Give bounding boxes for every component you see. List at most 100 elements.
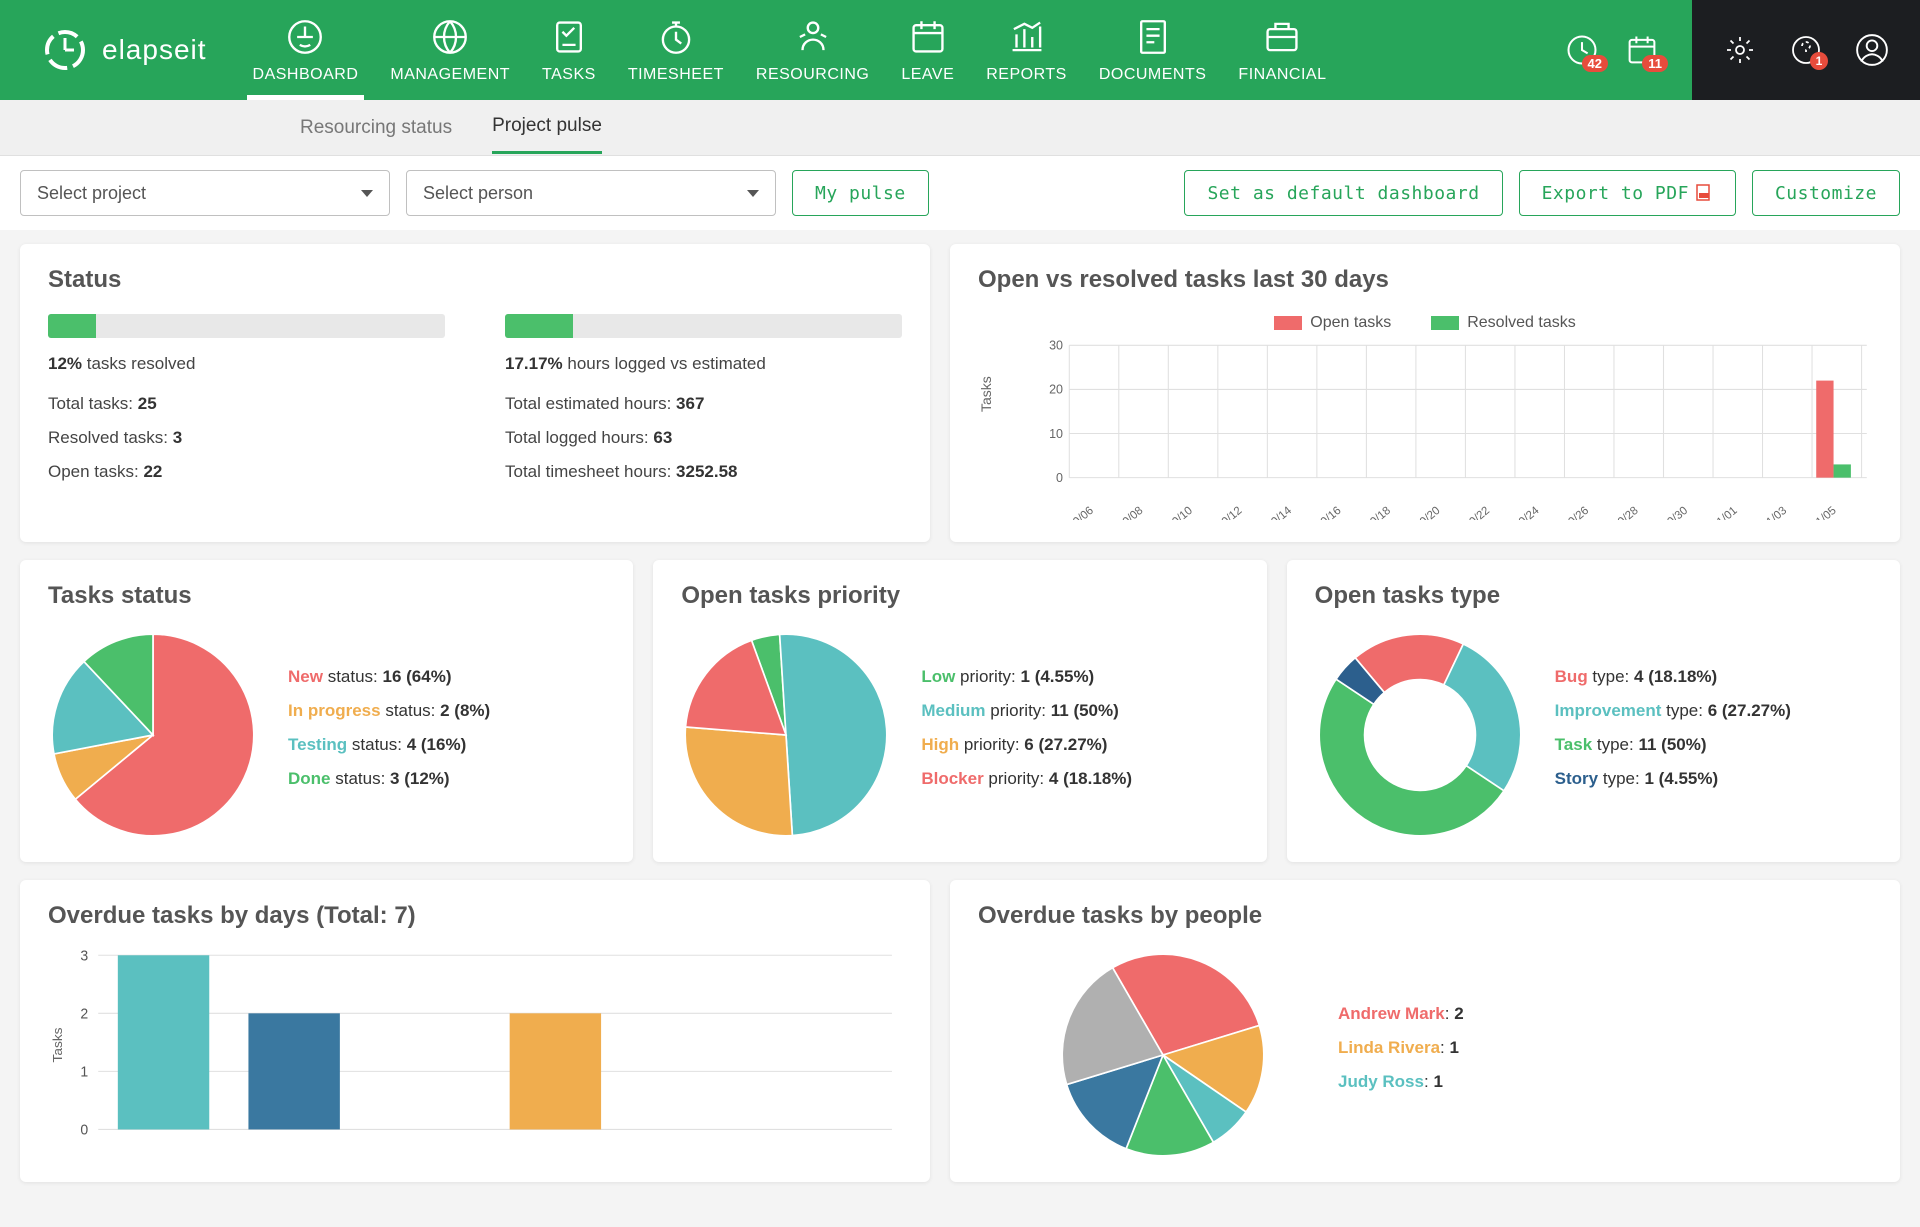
- legend-item: Done status: 3 (12%): [288, 769, 490, 789]
- select-person-label: Select person: [423, 183, 533, 204]
- select-person[interactable]: Select person: [406, 170, 776, 216]
- overdue-people-pie: [1058, 950, 1268, 1160]
- ovr-title: Open vs resolved tasks last 30 days: [978, 266, 1872, 294]
- nav-label: TASKS: [542, 66, 596, 84]
- svg-text:10/10: 10/10: [1165, 505, 1195, 520]
- nav-timesheet[interactable]: TIMESHEET: [612, 0, 740, 100]
- legend-item: Andrew Mark: 2: [1338, 1004, 1464, 1024]
- svg-text:10/06: 10/06: [1066, 505, 1096, 520]
- pending-calendar-icon[interactable]: 11: [1622, 30, 1662, 70]
- settings-icon[interactable]: [1722, 32, 1758, 68]
- legend-item: Improvement type: 6 (27.27%): [1555, 701, 1791, 721]
- open-type-donut: [1315, 630, 1525, 840]
- legend-item: In progress status: 2 (8%): [288, 701, 490, 721]
- nav-reports[interactable]: REPORTS: [970, 0, 1083, 100]
- export-pdf-label: Export to PDF: [1542, 183, 1689, 204]
- nav-documents[interactable]: DOCUMENTS: [1083, 0, 1223, 100]
- open-vs-resolved-card: Open vs resolved tasks last 30 days Open…: [950, 244, 1900, 542]
- nav-tasks[interactable]: TASKS: [526, 0, 612, 100]
- calendar-badge: 11: [1642, 55, 1668, 72]
- chevron-down-icon: [361, 190, 373, 197]
- tasks-status-legend: New status: 16 (64%)In progress status: …: [288, 667, 490, 803]
- filter-bar: Select project Select person My pulse Se…: [0, 156, 1920, 230]
- nav-dashboard[interactable]: DASHBOARD: [237, 0, 375, 100]
- nav-icon: [907, 16, 949, 58]
- ovr-legend: Open tasks Resolved tasks: [978, 314, 1872, 332]
- legend-item: Task type: 11 (50%): [1555, 735, 1791, 755]
- set-default-button[interactable]: Set as default dashboard: [1184, 170, 1502, 216]
- open-type-card: Open tasks type Bug type: 4 (18.18%)Impr…: [1287, 560, 1900, 862]
- nav-label: REPORTS: [986, 66, 1067, 84]
- chevron-down-icon: [747, 190, 759, 197]
- nav-icon: [1132, 16, 1174, 58]
- logo[interactable]: elapseit: [0, 0, 237, 100]
- overdue-people-legend: Andrew Mark: 2 Linda Rivera: 1 Judy Ross: …: [1338, 1004, 1464, 1106]
- open-priority-pie: [681, 630, 891, 840]
- nav-icon: [429, 16, 471, 58]
- svg-text:10/22: 10/22: [1462, 505, 1492, 520]
- status-card: Status 12% tasks resolved Total tasks: 2…: [20, 244, 930, 542]
- legend-item: High priority: 6 (27.27%): [921, 735, 1132, 755]
- svg-text:10/14: 10/14: [1264, 504, 1294, 520]
- nav-label: DOCUMENTS: [1099, 66, 1207, 84]
- nav-leave[interactable]: LEAVE: [885, 0, 970, 100]
- export-pdf-button[interactable]: Export to PDF: [1519, 170, 1736, 216]
- nav-icon: [1006, 16, 1048, 58]
- nav-financial[interactable]: FINANCIAL: [1222, 0, 1342, 100]
- profile-icon[interactable]: [1854, 32, 1890, 68]
- tasks-status-card: Tasks status New status: 16 (64%)In prog…: [20, 560, 633, 862]
- pdf-icon: [1695, 184, 1713, 202]
- help-badge: 1: [1810, 52, 1828, 70]
- select-project[interactable]: Select project: [20, 170, 390, 216]
- svg-text:20: 20: [1049, 383, 1063, 397]
- nav-icon: [792, 16, 834, 58]
- legend-item: Story type: 1 (4.55%): [1555, 769, 1791, 789]
- overdue-days-card: Overdue tasks by days (Total: 7) 0123Tas…: [20, 880, 930, 1182]
- svg-text:10: 10: [1049, 427, 1063, 441]
- pending-clock-icon[interactable]: 42: [1562, 30, 1602, 70]
- status-title: Status: [48, 266, 902, 294]
- open-priority-card: Open tasks priority Low priority: 1 (4.5…: [653, 560, 1266, 862]
- svg-text:3: 3: [80, 950, 88, 965]
- tasks-status-pie: [48, 630, 258, 840]
- nav-right: 42 11 1: [1532, 0, 1920, 100]
- svg-text:10/16: 10/16: [1314, 505, 1344, 520]
- svg-text:10/12: 10/12: [1215, 505, 1245, 520]
- nav-label: RESOURCING: [756, 66, 869, 84]
- subtab-project-pulse[interactable]: Project pulse: [492, 101, 602, 154]
- nav-management[interactable]: MANAGEMENT: [374, 0, 526, 100]
- select-project-label: Select project: [37, 183, 146, 204]
- svg-text:10/26: 10/26: [1562, 505, 1592, 520]
- open-type-legend: Bug type: 4 (18.18%)Improvement type: 6 …: [1555, 667, 1791, 803]
- clock-badge: 42: [1582, 55, 1608, 72]
- nav-label: LEAVE: [901, 66, 954, 84]
- dashboard-content: Status 12% tasks resolved Total tasks: 2…: [0, 230, 1920, 1196]
- hours-progress: [505, 314, 902, 338]
- svg-text:10/08: 10/08: [1116, 505, 1146, 520]
- my-pulse-button[interactable]: My pulse: [792, 170, 929, 216]
- svg-text:10/20: 10/20: [1413, 505, 1443, 520]
- svg-text:Tasks: Tasks: [50, 1027, 65, 1062]
- svg-text:1: 1: [80, 1064, 88, 1080]
- nav-label: DASHBOARD: [253, 66, 359, 84]
- subtab-resourcing[interactable]: Resourcing status: [300, 103, 452, 153]
- overdue-people-card: Overdue tasks by people Andrew Mark: 2Li…: [950, 880, 1900, 1182]
- nav-label: FINANCIAL: [1238, 66, 1326, 84]
- legend-item: Medium priority: 11 (50%): [921, 701, 1132, 721]
- status-hours-col: 17.17% hours logged vs estimated Total e…: [505, 314, 902, 496]
- legend-item: Judy Ross: 1: [1338, 1072, 1464, 1092]
- svg-text:10/30: 10/30: [1661, 505, 1691, 520]
- legend-item: Linda Rivera: 1: [1338, 1038, 1464, 1058]
- help-icon[interactable]: 1: [1788, 32, 1824, 68]
- nav-icon: [548, 16, 590, 58]
- nav-label: TIMESHEET: [628, 66, 724, 84]
- legend-item: Blocker priority: 4 (18.18%): [921, 769, 1132, 789]
- customize-button[interactable]: Customize: [1752, 170, 1900, 216]
- nav-resourcing[interactable]: RESOURCING: [740, 0, 885, 100]
- logo-icon: [40, 25, 90, 75]
- svg-text:11/03: 11/03: [1760, 505, 1789, 520]
- legend-item: Testing status: 4 (16%): [288, 735, 490, 755]
- top-nav: elapseit DASHBOARD MANAGEMENT TASKS TIMESHE…: [0, 0, 1920, 100]
- svg-text:11/01: 11/01: [1711, 505, 1740, 520]
- svg-text:10/18: 10/18: [1363, 505, 1393, 520]
